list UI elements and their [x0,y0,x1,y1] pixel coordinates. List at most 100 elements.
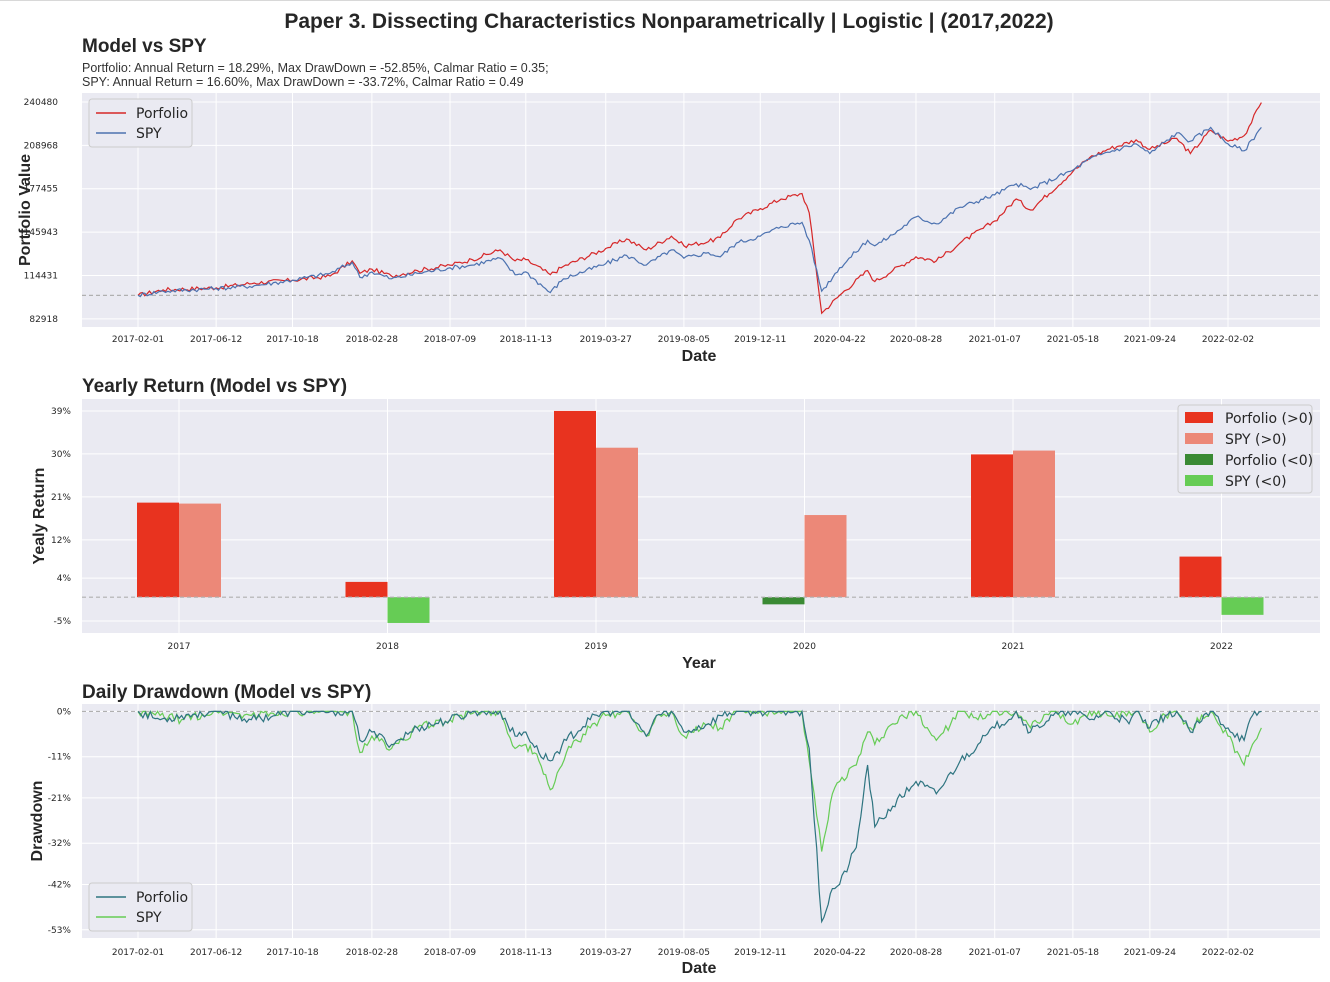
portfolio-bar-2022 [1179,556,1222,598]
panel1-x-tick-label: 2021-09-24 [1124,335,1177,345]
panel2-x-axis-label: Year [682,655,716,672]
panel2-y-tick-label: 21% [51,493,71,503]
panel2-x-tick-label: 2020 [793,642,816,652]
panel1-x-tick-label: 2017-06-12 [190,335,242,345]
portfolio-drawdown-line [137,709,1262,924]
panel1-y-tick-label: 240480 [24,98,59,108]
panel1-title: Model vs SPY [82,36,207,57]
panel3-y-tick-label: -42% [48,880,72,890]
panel3-y-tick-label: -21% [48,794,72,804]
panel2-x-tick-label: 2017 [168,642,191,652]
portfolio-bar-2018 [345,581,388,598]
panel2-x-tick-label: 2022 [1210,642,1233,652]
spy-value-line [137,126,1262,298]
figure-title: Paper 3. Dissecting Characteristics Nonp… [284,10,1054,33]
panel3-legend-box [88,882,193,932]
portfolio-stats: Portfolio: Annual Return = 18.29%, Max D… [82,61,549,75]
panel1-x-tick-label: 2018-11-13 [500,335,552,345]
panel1-x-tick-label: 2018-07-09 [424,335,477,345]
panel3-x-tick-label: 2017-10-18 [266,948,319,958]
panel3-x-tick-label: 2018-11-13 [500,948,552,958]
panel3-x-tick-label: 2018-02-28 [346,948,399,958]
panel3-x-tick-label: 2018-07-09 [424,948,477,958]
panel3-x-tick-label: 2021-01-07 [969,948,1021,958]
panel3-x-tick-label: 2021-05-18 [1047,948,1100,958]
panel2-legend-label: SPY (<0) [1225,474,1287,490]
panel1-y-tick-label: 145943 [24,228,58,238]
panel3-y-tick-label: -53% [48,926,72,936]
panel3-x-tick-label: 2020-04-22 [813,948,865,958]
panel2-legend-label: SPY (>0) [1225,432,1287,448]
portfolio-bar-2019 [554,410,596,598]
panel1-y-tick-label: 177455 [24,185,58,195]
panel1-legend-label: SPY [136,126,162,142]
panel3-plot-area [82,704,1320,938]
panel1-x-tick-label: 2019-12-11 [734,335,786,345]
panel3-y-tick-label: 0% [57,707,72,717]
panel1-x-tick-label: 2017-10-18 [266,335,319,345]
panel1-x-tick-label: 2020-04-22 [813,335,865,345]
panel1-y-tick-label: 208968 [24,141,59,151]
panel1-x-tick-label: 2019-03-27 [580,335,632,345]
panel2-y-tick-label: 4% [57,574,72,584]
panel3-x-tick-label: 2019-03-27 [580,948,632,958]
panel1-x-tick-label: 2021-05-18 [1047,335,1100,345]
spy-drawdown-line [137,709,1262,852]
panel2-legend-swatch [1185,433,1213,444]
panel2-x-tick-label: 2019 [585,642,608,652]
panel2-legend-box [1177,404,1313,494]
panel3-y-tick-label: -32% [48,839,72,849]
panel1-plot-area [82,93,1320,327]
spy-bar-2022 [1221,597,1264,615]
panel3-y-axis-label: Drawdown [29,781,46,862]
panel1-y-axis-label: Portfolio Value [17,154,34,266]
panel1-x-tick-label: 2021-01-07 [969,335,1021,345]
panel3-y-tick-label: -11% [48,753,72,763]
panel2-y-axis-label: Yealy Return [31,468,48,565]
spy-bar-2020 [804,515,847,598]
panel2-y-tick-label: 12% [51,536,71,546]
panel2-legend-swatch [1185,412,1213,423]
portfolio-bar-2020 [762,597,805,605]
panel2-x-tick-label: 2021 [1002,642,1025,652]
panel3-x-tick-label: 2017-02-01 [112,948,164,958]
panel1-x-tick-label: 2018-02-28 [346,335,399,345]
panel3-x-tick-label: 2019-08-05 [658,948,710,958]
panel3-x-tick-label: 2021-09-24 [1124,948,1177,958]
panel2-y-tick-label: 39% [51,407,71,417]
panel1-x-axis-label: Date [682,348,717,365]
panel2-plot-area [82,399,1320,633]
panel3-x-tick-label: 2019-12-11 [734,948,786,958]
spy-bar-2017 [179,503,221,598]
spy-bar-2021 [1013,450,1055,598]
panel3-x-tick-label: 2020-08-28 [890,948,943,958]
panel1-y-tick-label: 114431 [24,271,58,281]
panel1-x-tick-label: 2019-08-05 [658,335,710,345]
panel1-y-tick-label: 82918 [29,315,58,325]
panel2-y-tick-label: -5% [53,617,71,627]
panel2-legend-label: Porfolio (>0) [1225,411,1313,427]
panel2-legend-label: Porfolio (<0) [1225,453,1313,469]
panel1-x-tick-label: 2022-02-02 [1202,335,1254,345]
spy-stats: SPY: Annual Return = 16.60%, Max DrawDow… [82,75,524,89]
spy-bar-2018 [387,597,430,623]
panel1-x-tick-label: 2020-08-28 [890,335,943,345]
spy-bar-2019 [596,447,638,598]
panel3-title: Daily Drawdown (Model vs SPY) [82,682,372,703]
panel1-legend-box [88,98,193,148]
panel3-x-axis-label: Date [682,960,717,977]
top-border [0,0,1330,1]
panel1-legend-label: Porfolio [136,106,188,122]
panel2-x-tick-label: 2018 [376,642,399,652]
panel3-legend-label: SPY [136,910,162,926]
panel2-title: Yearly Return (Model vs SPY) [82,376,348,397]
panel2-legend-swatch [1185,475,1213,486]
panel3-x-tick-label: 2017-06-12 [190,948,242,958]
panel2-legend-swatch [1185,454,1213,465]
panel3-x-tick-label: 2022-02-02 [1202,948,1254,958]
panel1-x-tick-label: 2017-02-01 [112,335,164,345]
panel3-legend-label: Porfolio [136,890,188,906]
portfolio-bar-2017 [137,502,179,598]
portfolio-bar-2021 [971,454,1013,598]
